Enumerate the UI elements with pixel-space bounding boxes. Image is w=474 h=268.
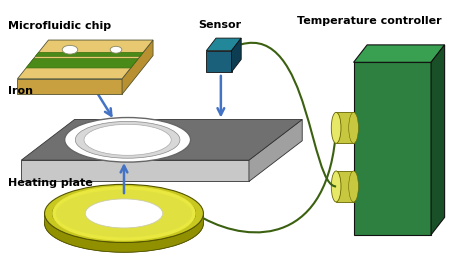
Ellipse shape <box>62 45 78 54</box>
Ellipse shape <box>331 171 341 202</box>
Ellipse shape <box>349 171 358 202</box>
Polygon shape <box>36 53 143 56</box>
Polygon shape <box>206 38 241 51</box>
Polygon shape <box>26 59 138 68</box>
Ellipse shape <box>52 188 196 239</box>
Polygon shape <box>21 160 249 181</box>
Polygon shape <box>45 213 203 252</box>
Polygon shape <box>206 51 231 72</box>
Ellipse shape <box>85 199 163 228</box>
Ellipse shape <box>349 112 358 143</box>
Polygon shape <box>122 40 153 94</box>
Ellipse shape <box>84 124 171 155</box>
Ellipse shape <box>110 46 122 53</box>
Polygon shape <box>18 40 153 79</box>
Polygon shape <box>354 62 431 235</box>
Text: Microfluidic chip: Microfluidic chip <box>8 21 111 31</box>
Polygon shape <box>336 112 354 143</box>
Polygon shape <box>354 45 445 62</box>
Text: Sensor: Sensor <box>199 20 242 30</box>
Text: Iron: Iron <box>8 86 33 96</box>
Ellipse shape <box>75 121 180 158</box>
Polygon shape <box>21 120 302 160</box>
Ellipse shape <box>45 184 203 243</box>
Polygon shape <box>231 38 241 72</box>
Text: Temperature controller: Temperature controller <box>297 16 442 25</box>
Polygon shape <box>249 120 302 181</box>
Ellipse shape <box>331 112 341 143</box>
Polygon shape <box>18 79 122 94</box>
Polygon shape <box>85 199 163 223</box>
Text: Heating plate: Heating plate <box>8 178 92 188</box>
Polygon shape <box>336 171 354 202</box>
Polygon shape <box>431 45 445 235</box>
Ellipse shape <box>45 194 203 252</box>
Ellipse shape <box>64 118 191 162</box>
